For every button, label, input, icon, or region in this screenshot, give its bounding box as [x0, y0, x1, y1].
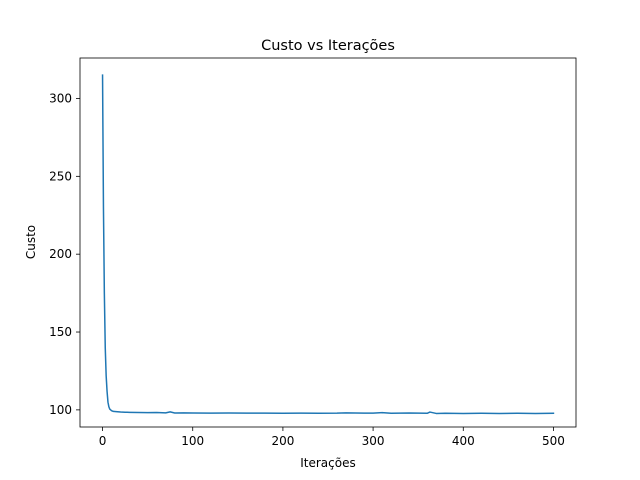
- chart-title: Custo vs Iterações: [261, 38, 395, 54]
- plot-area: [79, 57, 577, 428]
- x-axis-ticks: 0 100 200 300 400 500: [99, 427, 565, 448]
- x-tick-label: 400: [452, 434, 475, 448]
- y-tick-label: 150: [49, 325, 72, 339]
- x-axis-label: Iterações: [300, 456, 356, 470]
- x-tick-label: 500: [542, 434, 565, 448]
- series-line: [101, 74, 555, 415]
- x-tick-label: 200: [271, 434, 294, 448]
- y-tick-label: 100: [49, 403, 72, 417]
- y-axis-ticks: 100 150 200 250 300: [49, 91, 80, 417]
- x-tick-label: 0: [99, 434, 107, 448]
- x-tick-label: 300: [362, 434, 385, 448]
- x-tick-label: 100: [181, 434, 204, 448]
- axes-frame: [79, 57, 577, 428]
- y-axis-label: Custo: [24, 225, 38, 259]
- y-tick-label: 250: [49, 169, 72, 183]
- axes-background: [80, 58, 576, 427]
- y-tick-label: 200: [49, 247, 72, 261]
- y-tick-label: 300: [49, 91, 72, 105]
